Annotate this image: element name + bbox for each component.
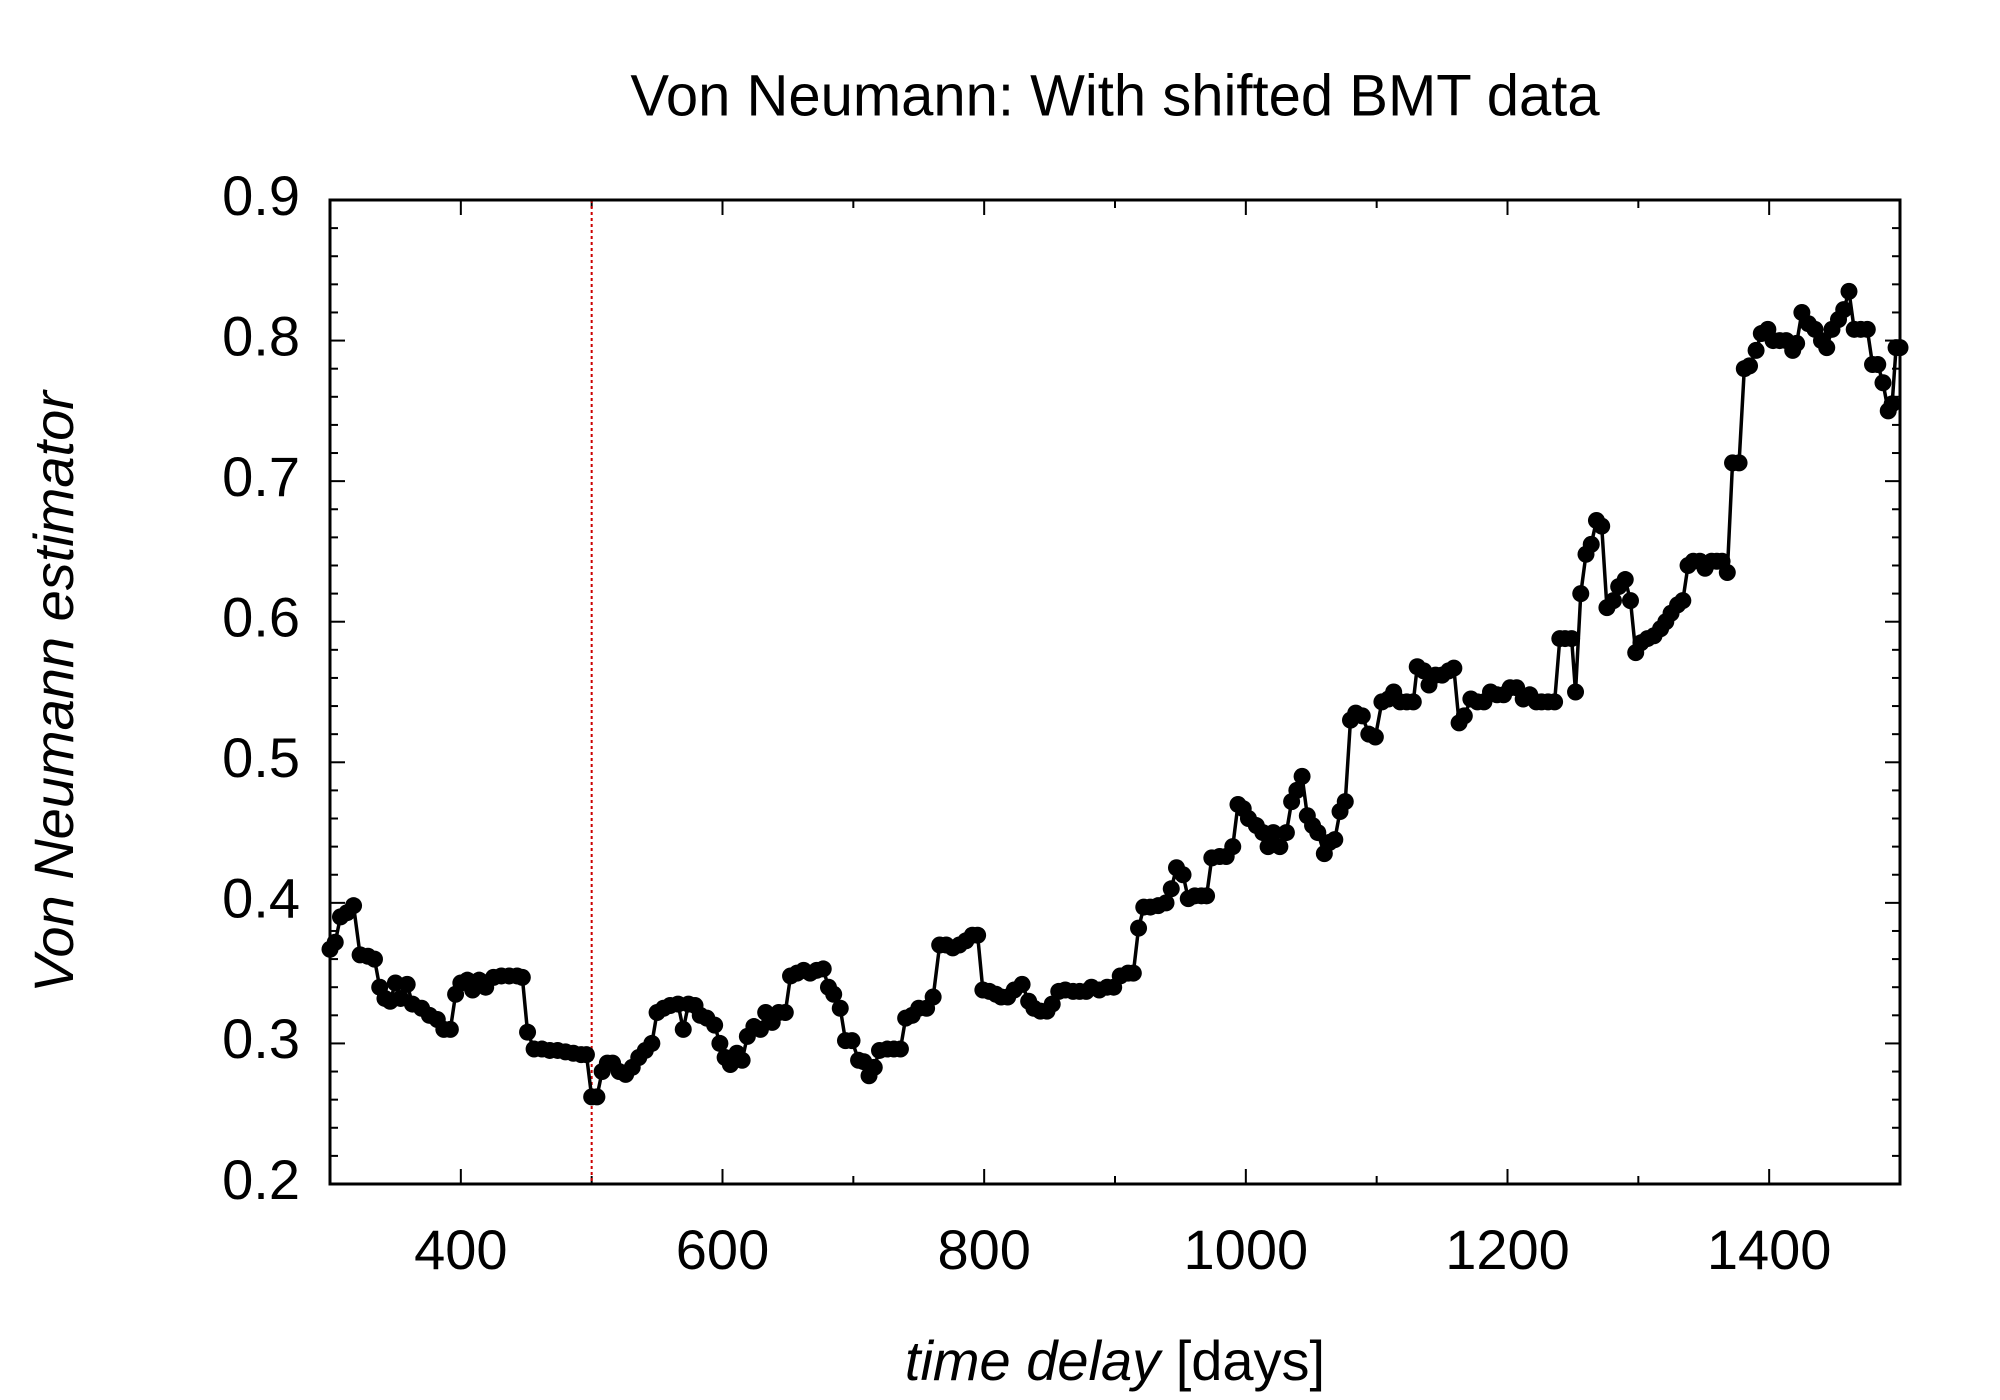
data-point <box>1309 824 1327 842</box>
data-point <box>1874 374 1892 392</box>
data-point <box>1353 707 1371 725</box>
data-point <box>776 1004 794 1022</box>
data-point <box>1869 355 1887 373</box>
data-point <box>825 985 843 1003</box>
data-point <box>969 926 987 944</box>
data-point <box>1157 894 1175 912</box>
data-point <box>519 1023 537 1041</box>
data-point <box>513 968 531 986</box>
data-point <box>1858 320 1876 338</box>
data-point <box>674 1020 692 1038</box>
data-point <box>1840 282 1858 300</box>
data-point <box>1043 995 1061 1013</box>
data-point <box>1124 964 1142 982</box>
data-point <box>1582 535 1600 553</box>
x-tick-label: 1400 <box>1707 1218 1832 1281</box>
data-point <box>365 950 383 968</box>
data-point <box>843 1032 861 1050</box>
data-point <box>577 1046 595 1064</box>
data-point <box>1013 975 1031 993</box>
data-point <box>1445 659 1463 677</box>
y-tick-label: 0.6 <box>222 586 300 649</box>
x-tick-label: 1200 <box>1445 1218 1570 1281</box>
x-axis-label: time delay [days] <box>905 1329 1325 1392</box>
data-point <box>1293 767 1311 785</box>
data-point <box>1563 630 1581 648</box>
data-point <box>1730 454 1748 472</box>
data-point <box>1567 683 1585 701</box>
data-point <box>1604 592 1622 610</box>
x-tick-label: 400 <box>414 1218 507 1281</box>
data-point <box>1818 339 1836 357</box>
data-point <box>891 1040 909 1058</box>
data-point <box>831 999 849 1017</box>
data-point <box>1264 824 1282 842</box>
y-tick-label: 0.2 <box>222 1148 300 1211</box>
data-point <box>1326 831 1344 849</box>
data-point <box>1883 395 1901 413</box>
data-point <box>1366 728 1384 746</box>
chart-title: Von Neumann: With shifted BMT data <box>630 63 1600 128</box>
data-point <box>865 1058 883 1076</box>
y-tick-label: 0.5 <box>222 726 300 789</box>
data-point <box>1835 301 1853 319</box>
data-point <box>1162 880 1180 898</box>
data-point <box>1336 793 1354 811</box>
data-point <box>1546 693 1564 711</box>
x-tick-label: 1000 <box>1184 1218 1309 1281</box>
data-point <box>398 975 416 993</box>
data-point <box>706 1016 724 1034</box>
y-tick-label: 0.7 <box>222 445 300 508</box>
data-point <box>1288 781 1306 799</box>
data-point <box>588 1088 606 1106</box>
data-point <box>733 1051 751 1069</box>
x-axis-label-main: time delay <box>905 1329 1163 1392</box>
data-point <box>814 960 832 978</box>
data-point <box>345 897 363 915</box>
y-tick-label: 0.9 <box>222 164 300 227</box>
data-point <box>1616 571 1634 589</box>
y-tick-label: 0.3 <box>222 1007 300 1070</box>
y-tick-label: 0.4 <box>222 867 300 930</box>
data-point <box>1788 334 1806 352</box>
y-axis-label: Von Neumann estimator <box>22 389 85 993</box>
data-point <box>1404 693 1422 711</box>
data-point <box>1621 592 1639 610</box>
data-point <box>1572 585 1590 603</box>
data-point <box>1271 838 1289 856</box>
x-axis-label-unit: [days] <box>1176 1329 1325 1392</box>
data-point <box>1130 919 1148 937</box>
data-point <box>1747 341 1765 359</box>
data-point <box>1718 564 1736 582</box>
data-point <box>1259 838 1277 856</box>
data-point <box>1593 517 1611 535</box>
data-point <box>1224 838 1242 856</box>
data-point <box>1277 824 1295 842</box>
data-point <box>924 988 942 1006</box>
data-point <box>1741 357 1759 375</box>
x-tick-label: 600 <box>676 1218 769 1281</box>
data-point <box>711 1034 729 1052</box>
plot-frame <box>328 198 1902 1186</box>
x-tick-label: 800 <box>937 1218 1030 1281</box>
y-tick-label: 0.8 <box>222 304 300 367</box>
data-point <box>441 1020 459 1038</box>
data-point <box>1455 707 1473 725</box>
data-point <box>1674 592 1692 610</box>
data-point <box>643 1034 661 1052</box>
data-point <box>1174 866 1192 884</box>
data-point <box>1198 887 1216 905</box>
